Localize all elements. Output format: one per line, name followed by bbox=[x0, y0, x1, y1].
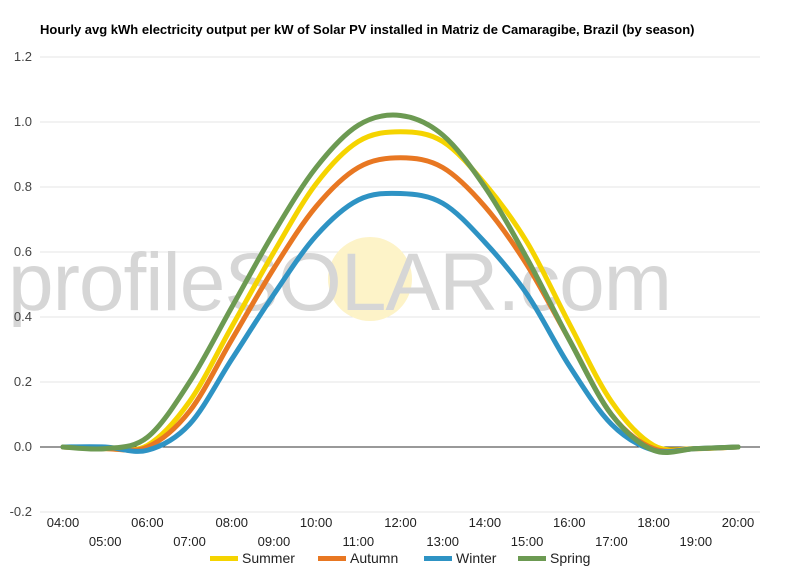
y-tick-label: 0.0 bbox=[14, 439, 32, 454]
x-tick-label: 12:00 bbox=[384, 515, 417, 530]
watermark-sun-icon bbox=[328, 237, 412, 321]
legend: Summer Autumn Winter Spring bbox=[210, 550, 590, 566]
x-tick-label: 18:00 bbox=[637, 515, 670, 530]
y-tick-label: 1.2 bbox=[14, 49, 32, 64]
x-tick-label: 04:00 bbox=[47, 515, 80, 530]
series-line-winter bbox=[60, 190, 741, 455]
x-tick-label: 16:00 bbox=[553, 515, 586, 530]
y-tick-label: 1.0 bbox=[14, 114, 32, 129]
x-tick-label: 09:00 bbox=[258, 534, 291, 549]
series-line-spring bbox=[60, 112, 741, 455]
x-tick-label: 19:00 bbox=[680, 534, 713, 549]
legend-label-summer: Summer bbox=[242, 550, 295, 566]
legend-swatch-autumn bbox=[318, 556, 346, 561]
watermark-text-solar: SOLAR bbox=[224, 237, 497, 328]
legend-label-autumn: Autumn bbox=[350, 550, 398, 566]
legend-swatch-winter bbox=[424, 556, 452, 561]
x-tick-label: 10:00 bbox=[300, 515, 333, 530]
legend-swatch-summer bbox=[210, 556, 238, 561]
watermark: profileSOLAR.com bbox=[8, 237, 672, 328]
y-tick-label: 0.4 bbox=[14, 309, 32, 324]
y-axis-ticks: -0.2 0.0 0.2 0.4 0.6 0.8 1.0 1.2 bbox=[10, 49, 32, 519]
x-axis-ticks: 04:00 05:00 06:00 07:00 08:00 09:00 10:00 11:00… bbox=[47, 515, 755, 549]
y-tick-label: 0.8 bbox=[14, 179, 32, 194]
y-tick-label: 0.2 bbox=[14, 374, 32, 389]
x-tick-label: 07:00 bbox=[173, 534, 206, 549]
x-tick-label: 15:00 bbox=[511, 534, 544, 549]
x-tick-label: 13:00 bbox=[426, 534, 459, 549]
watermark-text-com: .com bbox=[497, 237, 671, 328]
x-tick-label: 05:00 bbox=[89, 534, 122, 549]
chart-title: Hourly avg kWh electricity output per kW… bbox=[40, 22, 694, 37]
x-tick-label: 06:00 bbox=[131, 515, 164, 530]
legend-label-spring: Spring bbox=[550, 550, 590, 566]
x-tick-label: 20:00 bbox=[722, 515, 755, 530]
y-tick-label: 0.6 bbox=[14, 244, 32, 259]
x-tick-label: 14:00 bbox=[469, 515, 502, 530]
legend-label-winter: Winter bbox=[456, 550, 497, 566]
watermark-text-profile: profile bbox=[8, 237, 224, 328]
x-tick-label: 11:00 bbox=[343, 534, 375, 549]
x-tick-label: 08:00 bbox=[215, 515, 248, 530]
legend-swatch-spring bbox=[518, 556, 546, 561]
series-line-summer bbox=[60, 129, 741, 453]
svg-text:profileSOLAR.com: profileSOLAR.com bbox=[8, 237, 671, 328]
y-tick-label: -0.2 bbox=[10, 504, 32, 519]
series-lines bbox=[60, 112, 741, 455]
x-tick-label: 17:00 bbox=[595, 534, 628, 549]
